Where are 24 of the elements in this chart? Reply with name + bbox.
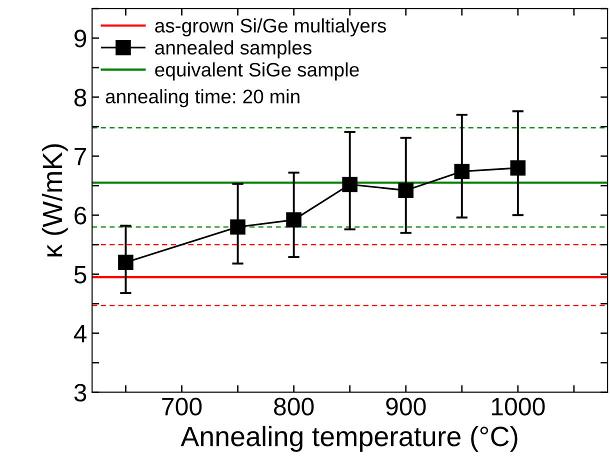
y-tick-label: 4 [74,325,87,342]
annotation: annealing time: 20 min [106,89,300,108]
y-axis-title: κ (W/mK) [42,144,68,256]
y-tick-label: 5 [74,266,86,284]
point [342,176,358,192]
y-tick-label: 7 [74,148,86,166]
legend-label: equivalent SiGe sample [155,62,359,80]
x-tick-label: 700 [162,398,202,416]
y-tick-label: 6 [74,206,86,224]
y-tick-label: 3 [74,384,86,402]
x-tick-label: 1000 [492,398,545,416]
point [286,212,302,228]
legend-label: as-grown Si/Ge multialyers [155,18,386,36]
point [118,254,134,270]
legend-label: annealed samples [155,40,312,58]
point [454,164,470,180]
y-tick-label: 8 [74,88,86,106]
x-tick-label: 800 [274,398,314,416]
point [398,182,414,198]
x-axis-title: Annealing temperature (°C) [180,426,518,452]
point [230,219,246,235]
point [510,160,526,176]
x-tick-label: 900 [386,398,426,416]
y-tick-label: 9 [74,30,86,48]
